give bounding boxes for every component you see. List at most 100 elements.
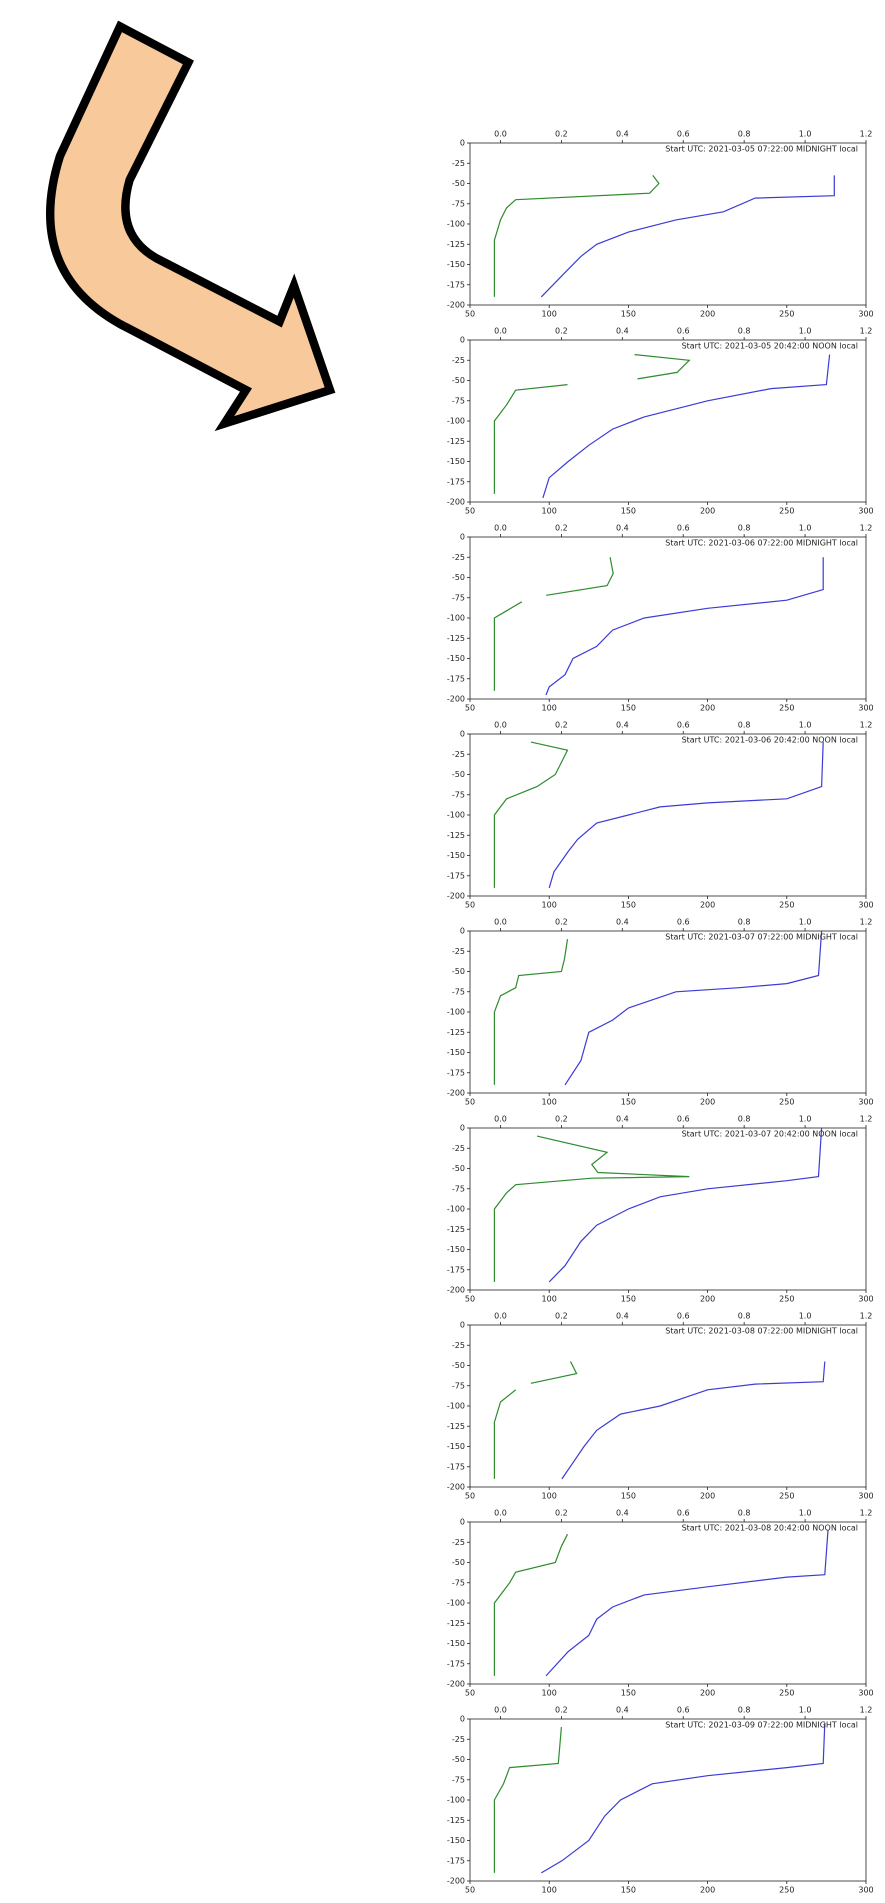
profile-line	[493, 1361, 578, 1479]
profile-line	[545, 1530, 829, 1677]
x2-tick-label: 1.0	[799, 327, 812, 336]
y-tick-label: -50	[452, 967, 465, 976]
x2-tick-label: 0.6	[677, 918, 690, 927]
x-tick-label: 200	[700, 507, 715, 516]
y-tick-label: -75	[452, 987, 465, 996]
x2-tick-label: 1.2	[860, 721, 873, 730]
y-tick-label: -100	[447, 417, 465, 426]
y-tick-label: 0	[460, 927, 465, 936]
y-tick-label: -125	[447, 1816, 465, 1825]
x2-tick-label: 0.6	[677, 327, 690, 336]
x2-tick-label: 0.0	[494, 721, 507, 730]
plot-frame	[469, 1718, 867, 1882]
x-tick-label: 300	[858, 1295, 873, 1304]
y-tick-label: -50	[452, 376, 465, 385]
y-tick-label: -175	[447, 871, 465, 880]
x2-tick-label: 1.2	[860, 327, 873, 336]
x2-tick-label: 0.0	[494, 130, 507, 139]
x-tick-label: 150	[621, 704, 636, 713]
x2-tick-label: 0.2	[555, 721, 568, 730]
y-tick-label: -150	[447, 457, 465, 466]
y-tick-label: -125	[447, 437, 465, 446]
x2-tick-label: 0.4	[616, 1312, 629, 1321]
profile-line	[548, 742, 824, 889]
x-tick-label: 200	[700, 1492, 715, 1501]
x-tick-label: 100	[542, 1886, 557, 1895]
profile-line	[561, 1361, 826, 1480]
chart-title: Start UTC: 2021-03-08 20:42:00 NOON loca…	[682, 1524, 858, 1533]
x2-tick-label: 1.0	[799, 1706, 812, 1715]
x2-tick-label: 1.0	[799, 524, 812, 533]
x2-tick-label: 0.8	[738, 327, 751, 336]
x2-tick-label: 0.0	[494, 1115, 507, 1124]
profile-line	[540, 175, 835, 298]
x2-tick-label: 0.8	[738, 524, 751, 533]
y-tick-label: -100	[447, 1599, 465, 1608]
y-tick-label: -75	[452, 1381, 465, 1390]
x2-tick-label: 0.0	[494, 1312, 507, 1321]
y-tick-label: -200	[447, 695, 465, 704]
y-tick-label: 0	[460, 1518, 465, 1527]
profile-line	[564, 930, 823, 1086]
y-tick-label: -200	[447, 1877, 465, 1886]
y-tick-label: -175	[447, 1462, 465, 1471]
y-tick-label: -200	[447, 498, 465, 507]
x-tick-label: 200	[700, 1295, 715, 1304]
x2-tick-label: 1.2	[860, 524, 873, 533]
x-tick-label: 50	[465, 901, 475, 910]
y-tick-label: -25	[452, 159, 465, 168]
x2-tick-label: 0.2	[555, 1706, 568, 1715]
x2-tick-label: 1.0	[799, 130, 812, 139]
x-tick-label: 250	[779, 1886, 794, 1895]
x-tick-label: 300	[858, 1886, 873, 1895]
x2-tick-label: 0.6	[677, 130, 690, 139]
x2-tick-label: 0.8	[738, 1312, 751, 1321]
y-tick-label: -25	[452, 1538, 465, 1547]
x-tick-label: 200	[700, 704, 715, 713]
y-tick-label: -50	[452, 1361, 465, 1370]
y-tick-label: 0	[460, 1715, 465, 1724]
x-tick-label: 300	[858, 1492, 873, 1501]
x-tick-label: 200	[700, 901, 715, 910]
y-tick-label: -25	[452, 553, 465, 562]
x2-tick-label: 1.0	[799, 1312, 812, 1321]
y-tick-label: -150	[447, 654, 465, 663]
y-tick-label: -75	[452, 1775, 465, 1784]
x2-tick-label: 0.6	[677, 524, 690, 533]
x-tick-label: 100	[542, 901, 557, 910]
x2-tick-label: 0.2	[555, 1115, 568, 1124]
x2-tick-label: 1.0	[799, 721, 812, 730]
x2-tick-label: 0.4	[616, 1509, 629, 1518]
profile-line	[493, 557, 614, 691]
x-tick-label: 250	[779, 1295, 794, 1304]
y-tick-label: -150	[447, 260, 465, 269]
x-tick-label: 300	[858, 1689, 873, 1698]
x-tick-label: 150	[621, 1492, 636, 1501]
x2-tick-label: 0.6	[677, 1312, 690, 1321]
profile-line	[493, 1533, 569, 1676]
y-tick-label: -150	[447, 1639, 465, 1648]
chart-title: Start UTC: 2021-03-06 20:42:00 NOON loca…	[682, 736, 858, 745]
chart-title: Start UTC: 2021-03-05 20:42:00 NOON loca…	[682, 342, 858, 351]
y-tick-label: -125	[447, 831, 465, 840]
x2-tick-label: 1.2	[860, 1509, 873, 1518]
y-tick-label: 0	[460, 336, 465, 345]
y-tick-label: -100	[447, 1796, 465, 1805]
y-tick-label: -50	[452, 1755, 465, 1764]
y-tick-label: -150	[447, 1836, 465, 1845]
x-tick-label: 150	[621, 1295, 636, 1304]
x-tick-label: 100	[542, 1295, 557, 1304]
y-tick-label: -200	[447, 301, 465, 310]
y-tick-label: -50	[452, 1558, 465, 1567]
y-tick-label: -25	[452, 1144, 465, 1153]
x-tick-label: 300	[858, 704, 873, 713]
profile-line	[493, 175, 660, 297]
y-tick-label: 0	[460, 1124, 465, 1133]
y-tick-label: 0	[460, 730, 465, 739]
y-tick-label: -125	[447, 1422, 465, 1431]
x-tick-label: 50	[465, 310, 475, 319]
y-tick-label: -100	[447, 614, 465, 623]
y-tick-label: -175	[447, 1068, 465, 1077]
x-tick-label: 100	[542, 1689, 557, 1698]
x2-tick-label: 1.0	[799, 1115, 812, 1124]
